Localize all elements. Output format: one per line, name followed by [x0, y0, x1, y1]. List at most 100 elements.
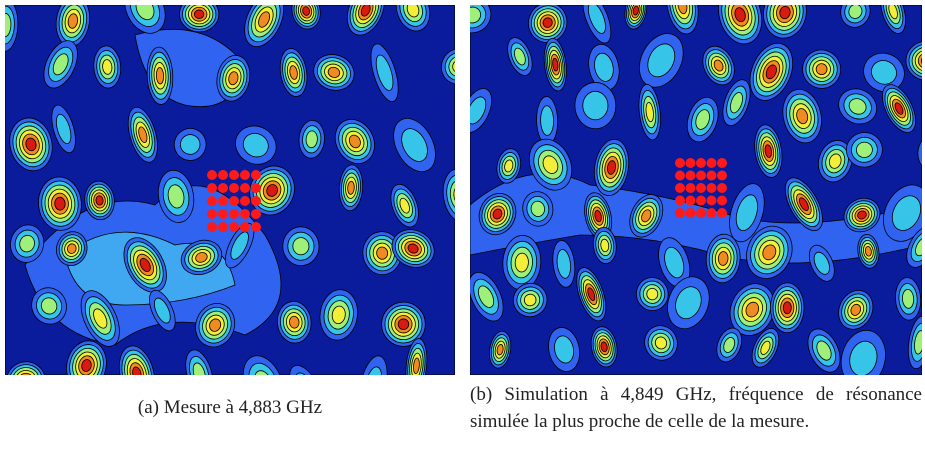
- contour-ring: [40, 297, 58, 315]
- contour-ring: [289, 364, 320, 375]
- contour-ring: [302, 6, 310, 16]
- contour-ring: [654, 336, 668, 350]
- contour-ring: [14, 369, 37, 375]
- element-dot: [207, 183, 217, 193]
- contour-ring: [582, 90, 609, 121]
- element-dot: [229, 170, 239, 180]
- contour-ring: [723, 337, 736, 353]
- contour-ring: [67, 13, 79, 29]
- contour-ring: [93, 308, 108, 329]
- contour-ring: [413, 357, 420, 374]
- element-dot: [685, 183, 696, 193]
- contour-ring: [514, 47, 526, 66]
- contour-ring: [348, 134, 361, 149]
- element-dot: [240, 183, 250, 193]
- caption-text: Mesure à 4,883 GHz: [163, 397, 323, 418]
- contour-ring: [135, 5, 155, 21]
- contour-ring: [915, 236, 922, 257]
- contour-ring: [762, 244, 777, 261]
- contour-ring: [327, 66, 341, 78]
- contour-ring: [242, 132, 269, 158]
- map-layer: [470, 5, 922, 375]
- contour-ring: [530, 200, 545, 217]
- contour-ring: [849, 340, 878, 375]
- contour-ring: [587, 5, 606, 34]
- element-dot: [706, 158, 717, 168]
- contour-ring: [54, 196, 66, 211]
- contour-ring: [540, 105, 554, 136]
- contour-ring: [289, 315, 300, 329]
- element-dot: [251, 196, 261, 206]
- contour-ring: [478, 285, 495, 308]
- contour-ring: [364, 366, 383, 375]
- element-dot: [717, 195, 727, 206]
- contour-ring: [594, 52, 614, 82]
- element-dot: [229, 209, 239, 219]
- contour-ring: [745, 301, 760, 318]
- contour-ring: [735, 194, 758, 232]
- contour-ring: [228, 71, 239, 86]
- contour-ring: [138, 126, 148, 143]
- caption-label: (b): [470, 384, 493, 405]
- element-dot: [685, 208, 696, 218]
- element-dot: [706, 208, 717, 218]
- contour-ring: [695, 109, 710, 130]
- contour-ring: [331, 305, 346, 325]
- contour-ring: [848, 5, 863, 19]
- element-dot: [251, 170, 261, 180]
- element-dot: [696, 195, 706, 206]
- element-dot: [685, 170, 696, 181]
- element-dot: [706, 170, 717, 181]
- element-dot: [218, 170, 228, 180]
- contour-ring: [600, 341, 608, 353]
- contour-ring: [796, 108, 809, 125]
- contour-ring: [717, 251, 729, 266]
- contour-ring: [492, 208, 503, 220]
- element-dot: [685, 158, 696, 168]
- contour-ring: [542, 17, 553, 28]
- contour-ring: [798, 197, 809, 212]
- element-dot: [218, 209, 228, 219]
- contour-ring: [713, 59, 724, 72]
- element-dot: [675, 183, 685, 193]
- element-dot: [717, 208, 727, 218]
- contour-ring: [289, 65, 298, 80]
- contour-ring: [813, 251, 830, 275]
- contour-ring: [782, 301, 792, 315]
- element-dot: [675, 195, 685, 206]
- caption-label: (a): [137, 397, 160, 418]
- contour-ring: [594, 210, 602, 223]
- element-dot: [675, 158, 685, 168]
- contour-ring: [828, 153, 842, 169]
- contour-ring: [677, 5, 688, 15]
- contour-ring: [848, 98, 867, 115]
- element-dot: [706, 183, 717, 193]
- contour-ring: [192, 362, 206, 375]
- contour-ring: [496, 344, 504, 356]
- contour-ring: [55, 113, 72, 145]
- contour-ring: [888, 5, 898, 20]
- contour-ring: [587, 287, 596, 302]
- contour-ring: [917, 52, 922, 69]
- element-dot: [696, 183, 706, 193]
- contour-ring: [816, 340, 832, 361]
- contour-ring: [254, 370, 273, 375]
- element-dot: [207, 209, 217, 219]
- contour-ring: [632, 5, 639, 16]
- element-dot: [240, 170, 250, 180]
- contour-ring: [675, 286, 702, 320]
- contour-ring: [360, 5, 371, 17]
- contour-ring: [891, 195, 922, 231]
- element-dot: [717, 158, 727, 168]
- contour-ring: [209, 318, 222, 332]
- element-dot: [218, 196, 228, 206]
- contour-ring: [155, 67, 165, 85]
- contour-ring: [406, 5, 420, 18]
- contour-ring: [375, 54, 394, 91]
- contour-ring: [556, 249, 571, 279]
- contour-ring: [765, 64, 777, 80]
- contour-ring: [871, 60, 897, 85]
- contour-ring: [730, 92, 743, 114]
- caption: (a) Mesure à 4,883 GHz: [5, 394, 455, 421]
